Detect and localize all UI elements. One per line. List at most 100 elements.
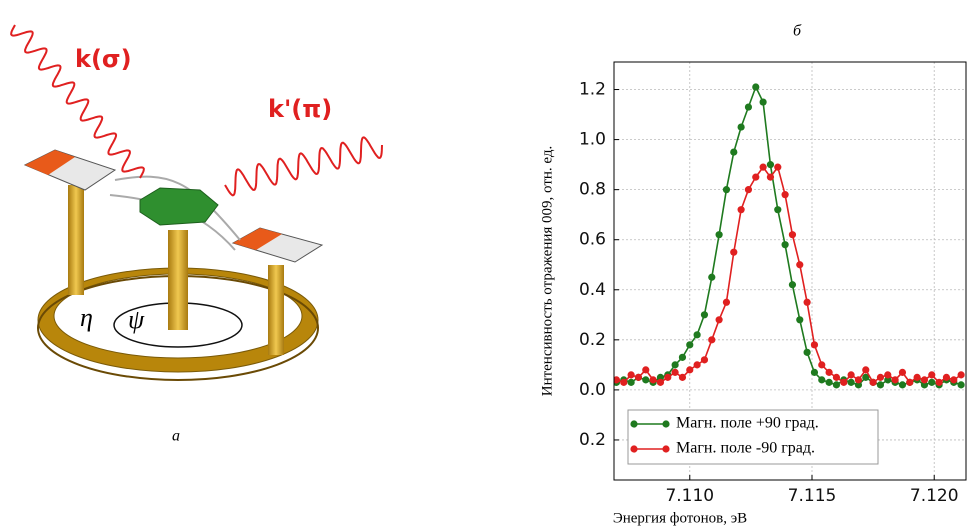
data-point bbox=[752, 173, 760, 181]
data-point bbox=[671, 368, 679, 376]
data-point bbox=[693, 331, 701, 339]
data-point bbox=[664, 373, 672, 381]
data-point bbox=[759, 163, 767, 171]
data-point bbox=[766, 161, 775, 169]
series-line bbox=[616, 84, 962, 386]
data-point bbox=[920, 376, 929, 384]
data-point bbox=[722, 186, 731, 194]
data-point bbox=[737, 206, 745, 214]
data-point bbox=[752, 83, 760, 91]
y-tick-label: 1.2 bbox=[579, 80, 606, 100]
legend-marker bbox=[662, 420, 670, 428]
y-tick-label: 0.2 bbox=[579, 430, 606, 450]
y-tick-label: 0.4 bbox=[579, 280, 606, 300]
data-point bbox=[715, 316, 723, 324]
post bbox=[268, 265, 284, 355]
data-point bbox=[627, 371, 635, 379]
x-axis-label: Энергия фотонов, эВ bbox=[613, 510, 747, 526]
data-point bbox=[730, 148, 738, 156]
data-point bbox=[627, 378, 635, 386]
data-point bbox=[774, 163, 782, 171]
legend-marker bbox=[662, 445, 670, 453]
legend-marker bbox=[630, 420, 638, 428]
data-point bbox=[891, 376, 899, 384]
wave-label: k(σ) bbox=[75, 45, 132, 73]
data-point bbox=[942, 373, 951, 381]
panel-label: б bbox=[793, 23, 802, 40]
data-point bbox=[803, 298, 811, 306]
data-point bbox=[678, 353, 687, 361]
y-tick-label: 0.0 bbox=[579, 380, 606, 400]
y-tick-label: 0.2 bbox=[579, 330, 606, 350]
data-point bbox=[840, 378, 848, 386]
data-point bbox=[656, 373, 665, 381]
data-point bbox=[803, 348, 811, 356]
post bbox=[68, 185, 84, 295]
magnet-pole bbox=[25, 150, 75, 175]
series-line bbox=[616, 165, 962, 384]
y-tick-label: 0.8 bbox=[579, 180, 606, 200]
y-axis-label: Интенсивность отражения 009, отн. ед. bbox=[539, 146, 555, 397]
data-point bbox=[810, 341, 819, 349]
data-point bbox=[847, 371, 855, 379]
legend-label: Магн. поле +90 град. bbox=[676, 415, 819, 432]
data-point bbox=[832, 381, 841, 389]
angle-label: η bbox=[80, 303, 93, 332]
data-point bbox=[781, 191, 789, 199]
data-point bbox=[957, 371, 965, 379]
data-point bbox=[796, 261, 804, 269]
data-point bbox=[898, 368, 907, 376]
data-point bbox=[634, 373, 643, 381]
data-point bbox=[935, 378, 943, 386]
data-point bbox=[869, 378, 877, 386]
data-point bbox=[678, 373, 687, 381]
data-point bbox=[642, 376, 650, 384]
data-point bbox=[884, 376, 892, 384]
data-point bbox=[854, 381, 863, 389]
data-point bbox=[796, 316, 804, 324]
data-point bbox=[708, 273, 716, 281]
data-point bbox=[766, 173, 775, 181]
data-point bbox=[788, 281, 797, 289]
data-point bbox=[862, 373, 870, 381]
data-point bbox=[671, 361, 679, 369]
data-point bbox=[686, 366, 694, 374]
plot-frame bbox=[613, 61, 967, 481]
post bbox=[168, 230, 188, 330]
incoming-wave bbox=[10, 24, 145, 179]
data-point bbox=[774, 206, 782, 214]
data-point bbox=[708, 336, 716, 344]
y-tick-label: 1.0 bbox=[579, 130, 606, 150]
outgoing-wave bbox=[224, 136, 383, 197]
x-tick-label: 7.115 bbox=[788, 486, 837, 506]
data-point bbox=[818, 361, 826, 369]
data-point bbox=[730, 248, 738, 256]
data-point bbox=[832, 373, 841, 381]
data-point bbox=[788, 231, 797, 239]
data-point bbox=[693, 361, 701, 369]
data-point bbox=[876, 373, 885, 381]
data-point bbox=[898, 381, 907, 389]
data-point bbox=[884, 371, 892, 379]
data-point bbox=[744, 186, 753, 194]
x-tick-label: 7.120 bbox=[910, 486, 959, 506]
legend-label: Магн. поле -90 град. bbox=[676, 440, 815, 457]
legend-marker bbox=[630, 445, 638, 453]
data-point bbox=[950, 376, 958, 384]
data-point bbox=[781, 241, 789, 249]
magnet-pole bbox=[233, 228, 282, 250]
data-point bbox=[818, 376, 826, 384]
data-point bbox=[656, 378, 665, 386]
data-point bbox=[847, 378, 855, 386]
data-point bbox=[620, 378, 628, 386]
data-point bbox=[906, 378, 914, 386]
data-point bbox=[614, 376, 621, 384]
data-point bbox=[854, 376, 863, 384]
data-point bbox=[825, 368, 833, 376]
data-point bbox=[862, 366, 870, 374]
data-point bbox=[810, 368, 819, 376]
x-tick-label: 7.110 bbox=[665, 486, 714, 506]
data-point bbox=[700, 311, 709, 319]
